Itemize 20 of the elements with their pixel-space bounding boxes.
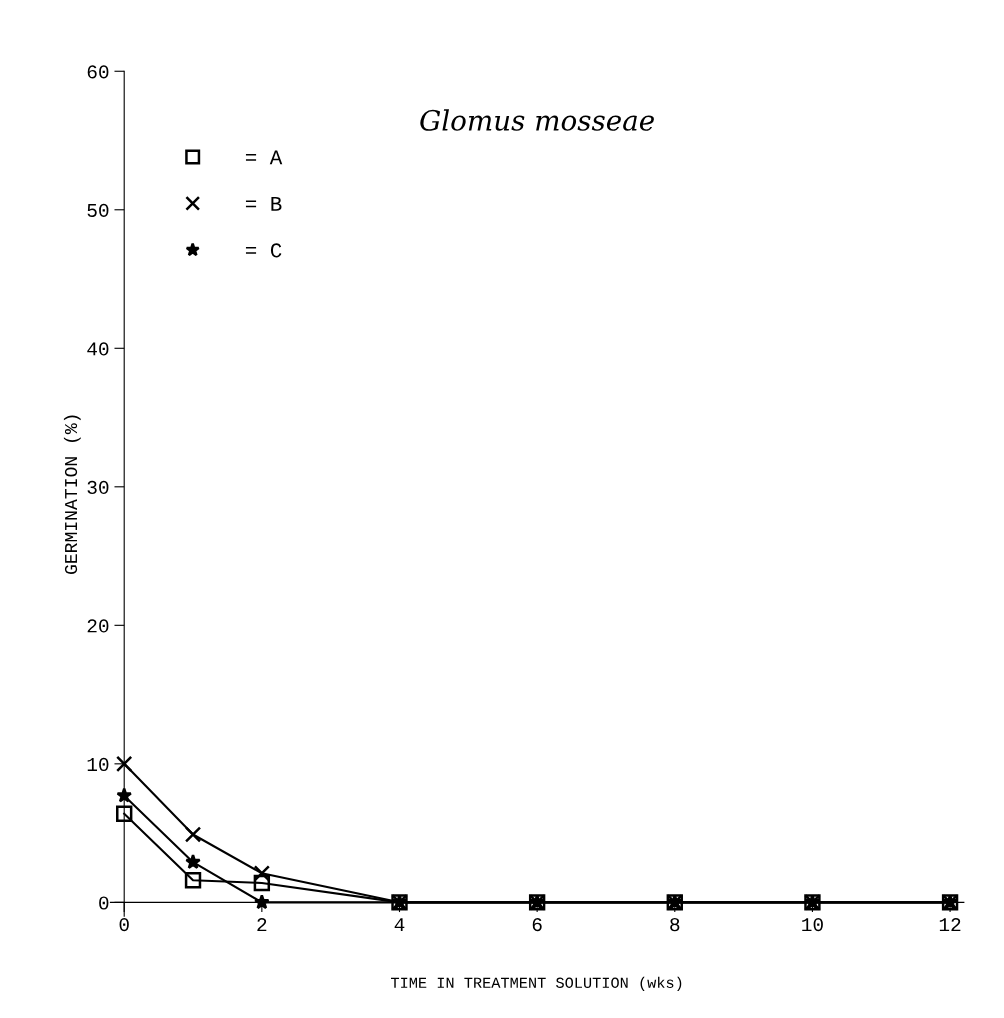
legend-label: = A [245,150,283,165]
y-tick-label: 20 [87,619,109,633]
y-tick-label: 60 [87,65,109,79]
x-tick-label: 8 [670,918,680,932]
text: Glomus mosseae [420,109,654,131]
y-tick-label: 10 [87,757,109,772]
y-tick-label: 0 [99,896,109,910]
x-tick-label: 0 [119,918,129,932]
x-tick-label: 4 [394,918,405,932]
y-axis-title: GERMINATION (%) [63,415,81,575]
x-axis-title: TIME IN TREATMENT SOLUTION (wks) [391,976,682,991]
x-tick-label: 2 [257,918,267,932]
x-tick-label: 12 [939,918,961,932]
y-tick-label: 30 [87,480,109,495]
y-tick-label: 50 [87,203,109,218]
x-tick-label: 6 [532,918,542,932]
legend-label: = C [245,243,282,258]
legend-label: = B [245,197,282,211]
y-tick-label: 40 [87,342,109,356]
x-tick-label: 10 [802,918,823,932]
